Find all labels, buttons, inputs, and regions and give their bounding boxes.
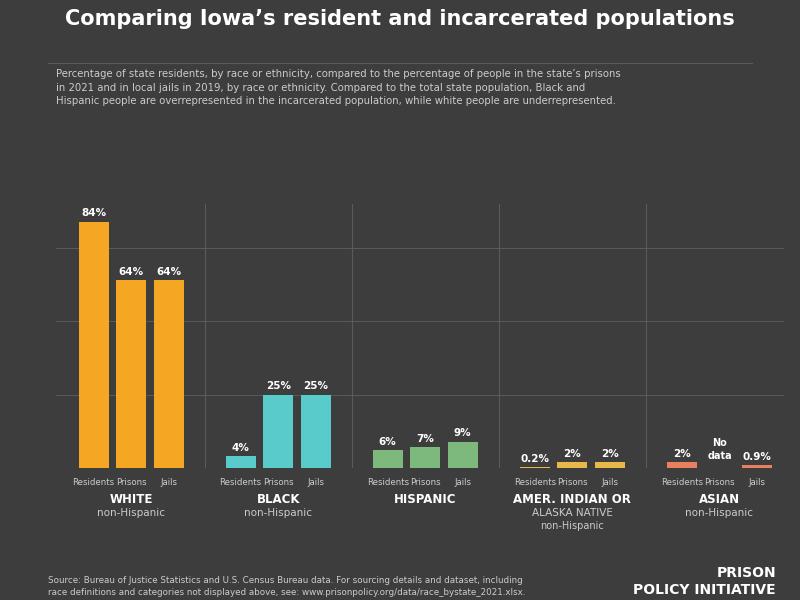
Text: Prisons: Prisons [557,478,588,487]
Text: 0.9%: 0.9% [742,452,771,462]
Text: No
data: No data [707,438,732,461]
Text: 6%: 6% [379,437,397,447]
Bar [448,442,478,468]
Bar [78,221,109,468]
Text: 2%: 2% [601,449,618,458]
Bar [410,448,440,468]
Text: 64%: 64% [118,267,144,277]
Bar [116,280,146,468]
Text: non-Hispanic: non-Hispanic [541,521,604,531]
Text: HISPANIC: HISPANIC [394,493,457,506]
Text: Comparing Iowa’s resident and incarcerated populations: Comparing Iowa’s resident and incarcerat… [65,9,735,29]
Text: Jails: Jails [307,478,324,487]
Text: Jails: Jails [160,478,177,487]
Text: non-Hispanic: non-Hispanic [686,508,754,518]
Text: Percentage of state residents, by race or ethnicity, compared to the percentage : Percentage of state residents, by race o… [56,69,621,106]
Bar [154,280,183,468]
Text: 2%: 2% [563,449,582,458]
Bar [667,462,697,468]
Bar [558,462,587,468]
Bar [742,466,772,468]
Text: AMER. INDIAN OR: AMER. INDIAN OR [514,493,631,506]
Text: Jails: Jails [749,478,766,487]
Text: 0.2%: 0.2% [520,454,550,464]
Text: 4%: 4% [232,443,250,453]
Text: Residents: Residents [366,478,409,487]
Text: Residents: Residents [219,478,262,487]
Text: ALASKA NATIVE: ALASKA NATIVE [532,508,613,518]
Bar [226,456,256,468]
Text: PRISON
POLICY INITIATIVE: PRISON POLICY INITIATIVE [634,566,776,597]
Text: Jails: Jails [602,478,618,487]
Text: Prisons: Prisons [116,478,146,487]
Text: Jails: Jails [454,478,471,487]
Bar [373,451,402,468]
Text: Prisons: Prisons [410,478,441,487]
Text: Source: Bureau of Justice Statistics and U.S. Census Bureau data. For sourcing d: Source: Bureau of Justice Statistics and… [48,576,526,597]
Text: BLACK: BLACK [257,493,300,506]
Text: Residents: Residents [661,478,703,487]
Text: ASIAN: ASIAN [699,493,740,506]
Text: Residents: Residents [73,478,114,487]
Text: Prisons: Prisons [263,478,294,487]
Text: 9%: 9% [454,428,471,438]
Text: 84%: 84% [81,208,106,218]
Bar [263,395,293,468]
Text: Residents: Residents [514,478,556,487]
Text: 2%: 2% [673,449,691,458]
Text: 25%: 25% [303,381,328,391]
Text: non-Hispanic: non-Hispanic [97,508,165,518]
Text: WHITE: WHITE [110,493,153,506]
Text: Prisons: Prisons [704,478,734,487]
Bar [301,395,330,468]
Text: non-Hispanic: non-Hispanic [244,508,312,518]
Bar [595,462,625,468]
Text: 64%: 64% [156,267,181,277]
Text: 25%: 25% [266,381,290,391]
Text: 7%: 7% [416,434,434,444]
